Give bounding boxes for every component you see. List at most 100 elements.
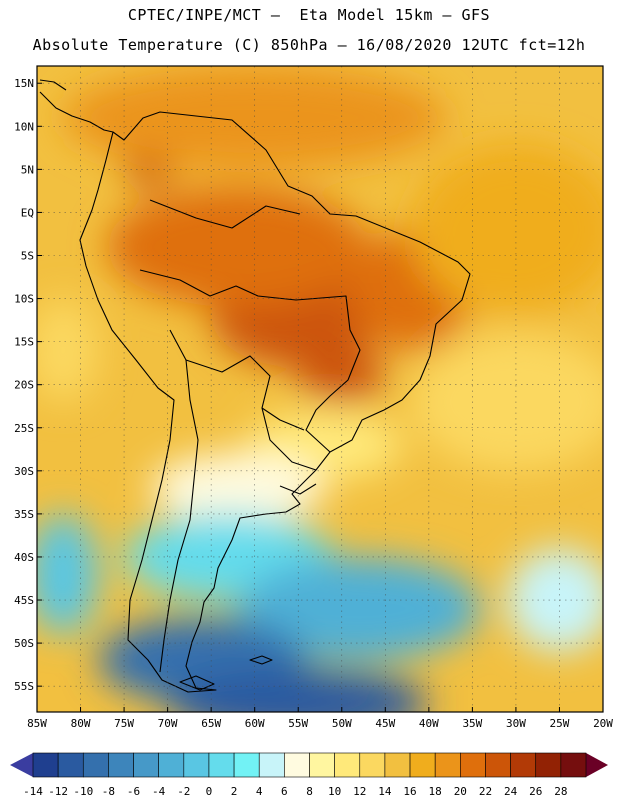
lon-tick-label: 40W: [419, 717, 439, 730]
temperature-region-amazon-warm: [106, 186, 368, 308]
colorbar-low-arrow: [10, 753, 33, 777]
temperature-region-mato-grosso-do-sul: [298, 350, 386, 402]
colorbar-tick-label: 12: [353, 785, 366, 798]
coastline-outline: [39, 79, 471, 693]
colorbar-tick-label: 22: [479, 785, 492, 798]
latitude-axis: 15N 10N 5N EQ 5S 10S 15S 20S 25S 30S 35S 40S 45S 50S 5…: [14, 77, 42, 693]
lat-tick-label: 10S: [14, 293, 34, 306]
colorbar-swatch: [535, 752, 562, 778]
border-bolivia-paraguay: [185, 355, 305, 431]
colorbar-swatch: [409, 752, 436, 778]
lat-tick-label: 40S: [14, 551, 34, 564]
colorbar-swatch: [384, 752, 411, 778]
lat-tick-label: 45S: [14, 594, 34, 607]
border-argentina-uruguay: [261, 407, 317, 471]
colorbar-swatch: [434, 752, 461, 778]
colorbar-tick-label: -10: [73, 785, 93, 798]
border-brazil: [139, 269, 361, 453]
lat-tick-label: 25S: [14, 422, 34, 435]
colorbar-tick-label: -14: [23, 785, 43, 798]
map-title-model: CPTEC/INPE/MCT – Eta Model 15km – GFS: [127, 6, 491, 24]
colorbar-tick-label: 14: [378, 785, 392, 798]
lat-tick-label: 20S: [14, 379, 34, 392]
colorbar-tick-label: -12: [48, 785, 68, 798]
colorbar-tick-label: 20: [454, 785, 467, 798]
lat-tick-label: 30S: [14, 465, 34, 478]
temperature-region-pacific-west-coast: [37, 298, 98, 402]
tierra-del-fuego: [179, 675, 215, 691]
colorbar-tick-label: -4: [152, 785, 166, 798]
colorbar-tick-label: 28: [554, 785, 567, 798]
colorbar-tick-label: 2: [231, 785, 238, 798]
temperature-region-drake-passage: [167, 668, 429, 712]
lon-tick-label: 55W: [288, 717, 308, 730]
colorbar-swatch: [485, 752, 511, 778]
south-america-coastline: [79, 111, 471, 693]
colorbar-swatch: [32, 752, 59, 778]
colorbar-tick-label: -6: [127, 785, 140, 798]
rio-de-la-plata: [279, 483, 317, 495]
colorbar-swatch: [57, 752, 84, 778]
lon-tick-label: 50W: [332, 717, 352, 730]
lat-tick-label: 5S: [21, 249, 34, 262]
colorbar-tick-label: 4: [256, 785, 263, 798]
colorbar-tick-label: 0: [206, 785, 213, 798]
lat-tick-label: 5N: [21, 163, 34, 176]
lat-tick-label: 55S: [14, 680, 34, 693]
colorbar-tick-label: 8: [306, 785, 313, 798]
lon-tick-label: 25W: [550, 717, 570, 730]
colorbar-tick-label: 24: [504, 785, 518, 798]
lon-tick-label: 65W: [201, 717, 221, 730]
colorbar-swatch: [560, 752, 587, 778]
colorbar-tick-label: 26: [529, 785, 542, 798]
lat-lon-grid: [37, 66, 603, 712]
colorbar-swatch: [309, 752, 335, 778]
lat-tick-label: 35S: [14, 508, 34, 521]
temperature-region-south-atlantic-cold: [237, 556, 482, 661]
lat-tick-label: 50S: [14, 637, 34, 650]
colorbar-swatch: [258, 752, 285, 778]
colorbar-swatch: [460, 752, 486, 778]
colorbar-tick-label: 18: [429, 785, 442, 798]
lon-tick-label: 60W: [245, 717, 265, 730]
colorbar-swatch: [82, 752, 109, 778]
colorbar-tick-label: -2: [177, 785, 190, 798]
plot-frame: [36, 65, 604, 713]
lat-tick-label: 15S: [14, 336, 34, 349]
border-amazon-north: [149, 199, 301, 229]
lon-tick-label: 30W: [506, 717, 526, 730]
lon-tick-label: 35W: [462, 717, 482, 730]
lon-tick-label: 70W: [158, 717, 178, 730]
longitude-axis: 85W 80W 75W 70W 65W 60W 55W 50W 45W 40W 35W 30W 25W 2…: [27, 707, 613, 730]
colorbar-tick-label: 10: [328, 785, 341, 798]
map-title-variable: Absolute Temperature (C) 850hPa – 16/08/…: [32, 36, 586, 54]
colorbar-tick-label: 6: [281, 785, 288, 798]
lon-tick-label: 45W: [375, 717, 395, 730]
temperature-region-south-atlantic-subtropical: [411, 333, 603, 471]
colorbar-swatch: [158, 752, 185, 778]
temperature-region-pampas-cool: [150, 453, 325, 523]
lat-tick-label: 10N: [14, 120, 34, 133]
border-andes: [159, 329, 199, 673]
colorbar-swatch: [284, 752, 310, 778]
lon-tick-label: 75W: [114, 717, 134, 730]
colorbar-swatch: [208, 752, 235, 778]
central-america-coastline: [39, 79, 114, 133]
colorbar-swatch: [510, 752, 537, 778]
colorbar-swatch: [334, 752, 361, 778]
temperature-region-southeast-pacific: [37, 513, 98, 635]
lon-tick-label: 85W: [27, 717, 47, 730]
lon-tick-label: 80W: [71, 717, 91, 730]
colorbar-swatch: [233, 752, 260, 778]
colorbar-swatch: [359, 752, 386, 778]
colorbar-tick-label: 16: [403, 785, 416, 798]
lat-tick-label: EQ: [21, 206, 34, 219]
falkland-islands: [249, 655, 273, 665]
temperature-region-caribbean-warm: [63, 66, 447, 170]
lon-tick-label: 20W: [593, 717, 613, 730]
colorbar-tick-label: -8: [102, 785, 115, 798]
temperature-region-tropical-atlantic: [411, 143, 603, 316]
colorbar-swatch: [108, 752, 134, 778]
